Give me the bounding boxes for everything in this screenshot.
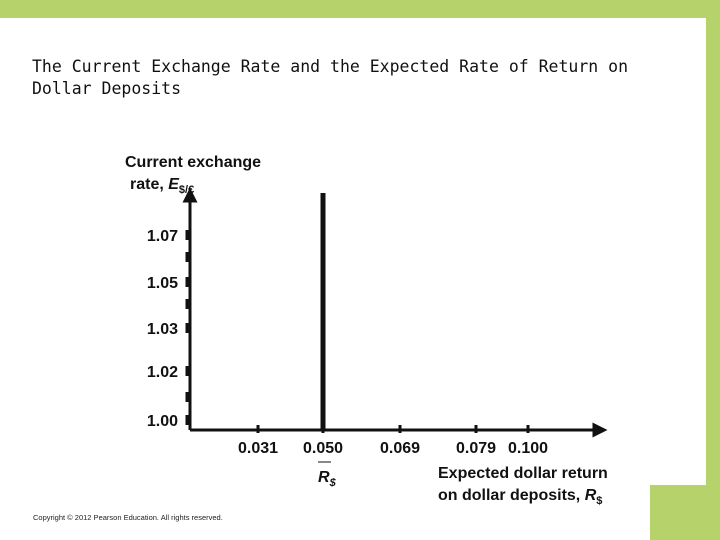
y-tick-label: 1.00 (147, 413, 178, 430)
x-tick-label: 0.079 (456, 440, 496, 457)
y-tick-label: 1.07 (147, 228, 178, 245)
frame-top-bar (0, 0, 720, 18)
r-dollar-label: R$ (318, 469, 337, 489)
x-tick-label: 0.100 (508, 440, 548, 457)
y-axis-label-subscript: $/€ (179, 184, 194, 196)
x-tick-label: 0.050 (303, 440, 343, 457)
r-dollar-subscript: $ (329, 477, 337, 489)
slide-title: The Current Exchange Rate and the Expect… (32, 57, 629, 98)
y-tick-label: 1.05 (147, 275, 178, 292)
x-axis-label-subscript: $ (596, 495, 602, 507)
y-axis-label-line1: Current exchange (125, 154, 261, 171)
frame-right-bar (706, 0, 720, 540)
frame-corner-block (650, 485, 720, 540)
y-axis-label-symbol: E (168, 176, 180, 193)
copyright-notice: Copyright © 2012 Pearson Education. All … (33, 513, 223, 522)
y-axis-label-line2: rate, E$/€ (130, 176, 194, 196)
x-tick-label: 0.031 (238, 440, 278, 457)
x-axis-label-line2: on dollar deposits, R$ (438, 487, 602, 507)
y-tick-label: 1.02 (147, 364, 178, 381)
y-tick-label: 1.03 (147, 321, 178, 338)
x-axis-label-symbol: R (585, 487, 597, 504)
x-axis-label-line1: Expected dollar return (438, 465, 608, 482)
x-tick-label: 0.069 (380, 440, 420, 457)
